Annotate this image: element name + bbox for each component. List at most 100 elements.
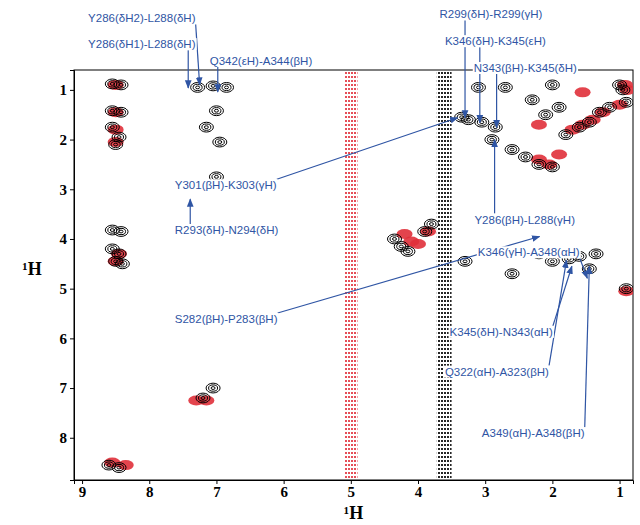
contour-ring	[112, 463, 126, 473]
contour-ring	[505, 145, 519, 155]
cross-peak	[505, 145, 519, 155]
label-patch	[439, 8, 544, 20]
cross-peak	[206, 383, 220, 393]
tick-label: 1	[60, 82, 68, 98]
annotation-label: Q322(αH)-A323(βH)	[445, 366, 549, 378]
contour-ring	[397, 243, 406, 249]
annotation-arrow	[479, 47, 480, 123]
contour-ring	[485, 135, 499, 145]
tick-label: 5	[60, 281, 68, 297]
contour-fill	[575, 87, 591, 97]
axis-line	[70, 71, 75, 481]
contour-ring	[196, 393, 210, 403]
cross-peak	[545, 162, 559, 172]
annotation: Q322(αH)-A323(βH)	[444, 366, 550, 378]
noise-band	[437, 70, 452, 480]
contour-ring	[618, 84, 622, 87]
label-patch	[473, 62, 578, 74]
tick-label: 3	[482, 484, 490, 500]
cross-peak	[485, 135, 499, 145]
tick-label: 5	[348, 484, 356, 500]
contour-ring	[390, 236, 399, 242]
contour-ring	[559, 130, 573, 140]
annotation: N343(βH)-K345(δH)	[473, 62, 578, 74]
contour-ring	[429, 223, 433, 226]
annotation: S282(βH)-P283(βH)	[174, 313, 279, 325]
contour-ring	[209, 106, 223, 116]
annotation-arrow	[549, 260, 566, 365]
annotation-label: K345(δH)-N343(αH)	[450, 326, 553, 338]
contour-ring	[213, 137, 227, 147]
contour-ring	[215, 139, 224, 145]
contour-ring	[508, 271, 517, 277]
contour-ring	[212, 108, 221, 114]
contour-ring	[199, 122, 213, 132]
contour-ring	[109, 140, 123, 150]
cross-peak	[209, 106, 223, 116]
contour-ring	[548, 258, 557, 264]
cross-peak	[191, 82, 205, 92]
tick: 6	[60, 331, 75, 347]
contour-ring	[401, 246, 415, 256]
annotation: Y286(δH2)-L288(δH)	[87, 12, 197, 24]
contour-ring	[582, 117, 596, 127]
contour-ring	[480, 121, 484, 124]
tick: 9	[79, 480, 87, 500]
label-patch	[174, 224, 280, 236]
contour-ring	[424, 219, 438, 229]
contour-ring	[475, 117, 489, 127]
cross-peak	[105, 122, 119, 132]
tick: 5	[60, 281, 75, 297]
annotation-label: Y286(δH1)-L288(δH)	[88, 38, 196, 50]
annotation-arrow	[217, 67, 218, 92]
tick: 3	[482, 480, 490, 500]
contour-ring	[622, 99, 631, 105]
cross-peak	[519, 152, 533, 162]
contour-ring	[117, 82, 126, 88]
cross-peak	[525, 95, 539, 105]
contour-ring	[474, 84, 483, 90]
cross-peak	[539, 110, 553, 120]
contour-ring	[605, 104, 614, 110]
annotation-label: R299(δH)-R299(γH)	[440, 8, 543, 20]
tick-label: 8	[60, 430, 68, 446]
contour-ring	[530, 98, 534, 101]
contour-ring	[539, 110, 553, 120]
annotation-arrow	[277, 118, 458, 180]
contour-ring	[622, 286, 631, 292]
contour-ring	[115, 259, 129, 269]
contour-ring	[403, 248, 412, 254]
tick-label: 7	[60, 380, 68, 396]
cross-peak	[505, 269, 519, 279]
contour-ring	[214, 175, 218, 178]
annotation-arrow	[494, 140, 495, 214]
x-axis-title: ¹H	[344, 503, 363, 523]
contour-ring	[503, 86, 507, 89]
cross-peak	[114, 107, 128, 117]
contour-ring	[594, 252, 598, 255]
contour-ring	[114, 227, 128, 237]
contour-ring	[211, 387, 215, 390]
annotation: A349(αH)-A348(βH)	[481, 427, 586, 439]
contour-ring	[521, 154, 530, 160]
contour-ring	[399, 245, 403, 248]
contour-ring	[561, 131, 570, 137]
peak-series	[102, 79, 633, 472]
annotation-label: R293(δH)-N294(δH)	[175, 224, 279, 236]
cross-peak	[559, 130, 573, 140]
contour-ring	[550, 260, 554, 263]
contour-ring	[577, 126, 581, 129]
annotation-arrow	[580, 258, 587, 278]
contour-ring	[110, 248, 114, 251]
cross-peak	[115, 259, 129, 269]
contour-ring	[214, 109, 218, 112]
label-patch	[174, 179, 278, 191]
tick-label: 6	[280, 484, 288, 500]
y-axis-title: ¹H	[22, 259, 41, 279]
contour-ring	[461, 115, 475, 125]
contour-ring	[557, 106, 561, 109]
contour-ring	[119, 230, 123, 233]
cross-peak	[418, 227, 432, 237]
contour-fill	[551, 149, 567, 159]
contour-ring	[108, 246, 117, 252]
